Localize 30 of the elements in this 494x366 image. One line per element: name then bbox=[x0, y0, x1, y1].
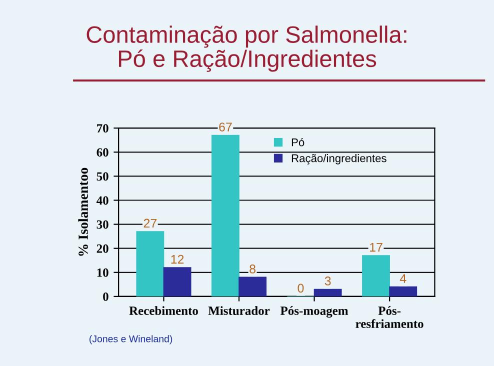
y-tick-label: 10 bbox=[97, 268, 108, 277]
legend-label: Ração/ingredientes bbox=[292, 154, 386, 164]
y-axis-title: % Isolamentoo bbox=[78, 168, 88, 256]
x-tick-label: Pós-moagem bbox=[280, 306, 348, 318]
data-label: 3 bbox=[324, 276, 331, 286]
data-label: 4 bbox=[400, 274, 406, 283]
y-tick-label: 40 bbox=[96, 196, 108, 205]
legend-label: Pó bbox=[292, 138, 304, 146]
data-label: 17 bbox=[370, 242, 382, 252]
bar bbox=[136, 231, 164, 296]
data-label: 27 bbox=[144, 218, 156, 228]
chart-title: Contaminação por Salmonella: Pó e Ração/Ingredientes bbox=[86, 26, 406, 72]
x-tick-label: Misturador bbox=[208, 306, 270, 316]
data-label: 8 bbox=[250, 264, 256, 274]
y-tick-label: 50 bbox=[96, 172, 108, 181]
data-label: 0 bbox=[298, 284, 304, 293]
text: (Jones e Wineland) bbox=[90, 335, 172, 344]
data-label: 67 bbox=[219, 122, 232, 132]
data-label: 12 bbox=[171, 254, 184, 264]
bar bbox=[238, 276, 267, 296]
bar bbox=[389, 286, 418, 296]
y-tick-label: 30 bbox=[96, 220, 108, 229]
y-tick-label: 20 bbox=[96, 244, 108, 253]
bar bbox=[314, 288, 342, 296]
bar bbox=[362, 255, 390, 296]
x-tick-label: Recebimento bbox=[129, 306, 198, 315]
x-tick-label: Pós- resfriamento bbox=[356, 306, 424, 328]
y-tick-label: 70 bbox=[97, 124, 108, 133]
y-tick-label: 0 bbox=[103, 292, 108, 301]
y-tick-label: 60 bbox=[96, 148, 108, 157]
